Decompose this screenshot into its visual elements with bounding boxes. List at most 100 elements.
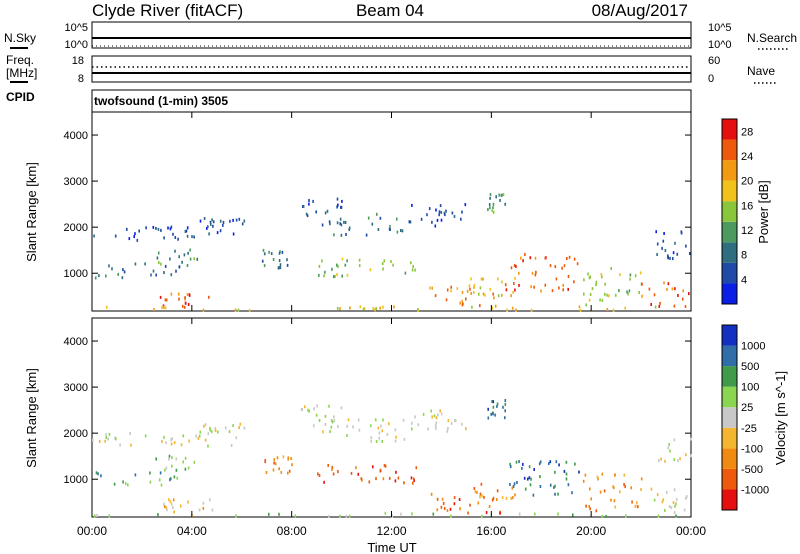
power-scatter-cell xyxy=(618,289,620,293)
velocity-scatter-cell xyxy=(92,438,94,442)
nsky-label: N.Sky xyxy=(4,31,36,45)
velocity-scatter-cell xyxy=(565,477,568,481)
velocity-scatter-cell xyxy=(588,504,590,508)
power-scatter-cell xyxy=(184,301,187,305)
velocity-scatter-cell xyxy=(686,495,688,499)
power-scatter-cell xyxy=(612,308,615,312)
power-scatter-cell xyxy=(358,258,361,262)
power-colorbar-label: Power [dB] xyxy=(756,180,771,244)
power-scatter-cell xyxy=(232,232,235,236)
power-scatter-cell xyxy=(491,306,494,310)
velocity-scatter-cell xyxy=(565,460,568,464)
power-scatter-cell xyxy=(333,233,335,237)
nsearch-tick-low: 10^0 xyxy=(708,39,732,51)
power-scatter-cell xyxy=(489,206,491,210)
velocity-scatter-cell xyxy=(157,513,159,517)
power-scatter-cell xyxy=(562,288,564,292)
velocity-scatter-cell xyxy=(492,496,495,500)
velocity-scatter-cell xyxy=(173,475,176,479)
power-scatter-cell xyxy=(339,217,342,221)
nsky-tick-low: 10^0 xyxy=(64,39,88,51)
power-scatter-cell xyxy=(512,290,514,294)
velocity-scatter-cell xyxy=(431,415,433,419)
power-scatter-cell xyxy=(484,293,486,297)
velocity-scatter-cell xyxy=(115,437,117,441)
velocity-colorbar-swatch xyxy=(722,468,737,490)
power-scatter-cell xyxy=(193,235,195,239)
velocity-scatter-cell xyxy=(589,487,591,491)
velocity-scatter-cell xyxy=(677,459,679,462)
velocity-scatter-cell xyxy=(554,492,556,496)
power-scatter-cell xyxy=(606,293,608,297)
velocity-scatter-cell xyxy=(467,511,469,515)
power-scatter-cell xyxy=(278,266,280,270)
power-scatter-cell xyxy=(522,259,524,263)
power-colorbar-swatch xyxy=(722,221,737,243)
velocity-scatter-cell xyxy=(449,507,452,511)
power-scatter-cell xyxy=(629,277,631,281)
velocity-scatter-cell xyxy=(322,430,324,434)
power-scatter-cell xyxy=(383,259,386,263)
velocity-scatter-cell xyxy=(224,426,227,430)
velocity-scatter-cell xyxy=(166,508,168,512)
velocity-scatter-cell xyxy=(330,425,333,429)
power-scatter-cell xyxy=(648,287,651,291)
power-scatter-cell xyxy=(659,301,661,305)
power-scatter-cell xyxy=(336,197,339,201)
velocity-scatter-cell xyxy=(163,505,166,509)
power-scatter-cell xyxy=(174,249,176,253)
power-scatter-cell xyxy=(558,286,560,290)
velocity-scatter-cell xyxy=(380,424,382,428)
velocity-scatter-cell xyxy=(430,492,433,496)
velocity-colorbar-tick: -100 xyxy=(741,443,763,455)
velocity-scatter-cell xyxy=(239,422,242,426)
velocity-scatter-cell xyxy=(483,495,485,499)
velocity-scatter-cell xyxy=(199,430,202,434)
power-scatter-cell xyxy=(412,265,414,268)
velocity-scatter-cell xyxy=(515,460,518,464)
power-scatter-cell xyxy=(461,299,463,303)
velocity-panel: Slant Range [km] Velocity [m s^-1] 1000 2… xyxy=(24,317,788,518)
velocity-scatter-cell xyxy=(415,466,418,470)
power-scatter-cell xyxy=(515,308,517,312)
power-scatter-cell xyxy=(208,295,210,299)
power-scatter-cell xyxy=(615,293,617,297)
power-scatter-cell xyxy=(279,263,282,267)
velocity-scatter-cell xyxy=(197,437,200,440)
power-scatter-cell xyxy=(680,230,683,234)
velocity-scatter-cell xyxy=(413,477,415,481)
power-scatter-cell xyxy=(222,220,225,224)
velocity-scatter-cell xyxy=(476,490,478,494)
power-scatter-cell xyxy=(610,267,612,271)
power-scatter-cell xyxy=(530,308,533,312)
cpid-program: twofsound (1-min) 3505 xyxy=(94,94,228,108)
power-scatter-cell xyxy=(183,253,186,257)
power-scatter-cell xyxy=(178,265,181,269)
power-scatter-cell xyxy=(186,226,189,230)
power-scatter-cell xyxy=(487,208,489,212)
velocity-scatter-cell xyxy=(161,440,163,444)
freq-frame xyxy=(91,55,692,83)
power-scatter-cell xyxy=(98,274,100,278)
velocity-scatter-cell xyxy=(290,457,292,460)
power-scatter-cell xyxy=(518,271,520,275)
velocity-scatter-cell xyxy=(355,466,357,470)
power-scatter-cell xyxy=(656,253,658,256)
velocity-scatter-cell xyxy=(207,432,210,436)
velocity-scatter-cell xyxy=(323,480,325,484)
velocity-scatter-cell xyxy=(324,414,327,418)
velocity-scatter-cell xyxy=(98,440,101,443)
velocity-scatter-cell xyxy=(411,427,413,431)
power-colorbar-tick: 12 xyxy=(741,225,753,237)
power-scatter-cell xyxy=(627,292,629,296)
velocity-scatter-cell xyxy=(613,486,615,490)
velocity-scatter-cell xyxy=(664,459,666,463)
power-scatter-cell xyxy=(272,258,275,261)
power-scatter-cell xyxy=(400,229,402,232)
velocity-scatter-cell xyxy=(100,474,102,478)
velocity-scatter-cell xyxy=(169,478,171,482)
power-scatter-cell xyxy=(170,273,173,277)
power-scatter-cell xyxy=(524,253,526,256)
power-colorbar-tick: 28 xyxy=(741,126,753,138)
